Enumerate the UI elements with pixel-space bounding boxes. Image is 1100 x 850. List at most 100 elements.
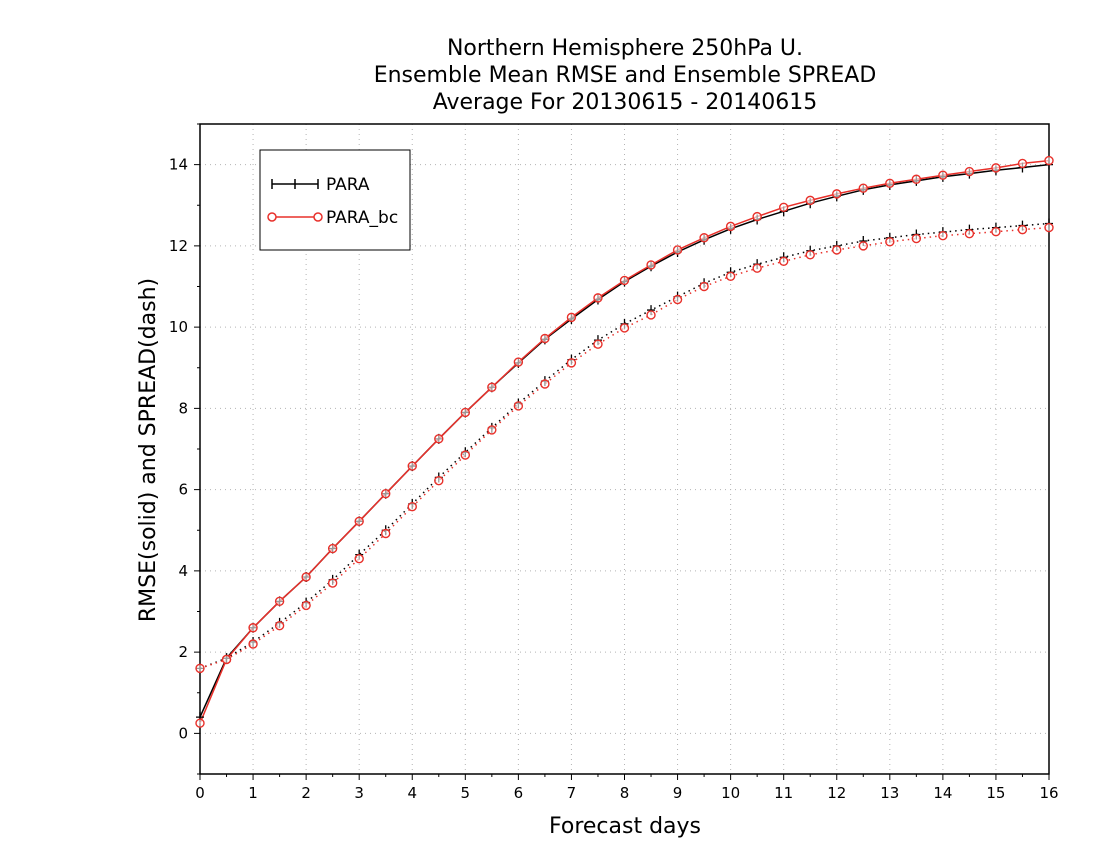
data-point-para-bc-spread bbox=[752, 263, 762, 273]
series-line-para-bc-spread bbox=[199, 226, 1050, 670]
data-point-para-bc-rmse bbox=[566, 312, 577, 323]
data-point-para-bc-spread bbox=[938, 231, 948, 241]
x-tick-label: 2 bbox=[301, 784, 311, 802]
data-point-para-bc-spread bbox=[407, 501, 417, 512]
data-point-para-bc-spread bbox=[725, 271, 736, 282]
data-point-para-bc-rmse bbox=[964, 166, 975, 177]
data-point-para-bc-rmse bbox=[301, 572, 311, 582]
x-tick-label: 3 bbox=[354, 784, 364, 802]
data-point-para-bc-rmse bbox=[911, 174, 922, 184]
y-tick-label: 10 bbox=[169, 318, 188, 336]
data-point-para-bc-spread bbox=[991, 226, 1001, 237]
data-point-para-bc-spread bbox=[672, 294, 683, 305]
data-point-para-bc-spread bbox=[566, 358, 577, 368]
data-point-para-bc-rmse bbox=[1017, 158, 1028, 169]
data-point-para-bc-rmse bbox=[434, 434, 444, 444]
x-tick-label: 13 bbox=[880, 784, 899, 802]
y-tick-label: 8 bbox=[178, 399, 188, 417]
data-point-para-bc-spread bbox=[327, 578, 338, 588]
data-point-para-bc-spread bbox=[911, 233, 922, 244]
chart-title-line-1: Northern Hemisphere 250hPa U. bbox=[446, 36, 804, 61]
data-point-para-bc-rmse bbox=[832, 189, 842, 199]
series-line-para-spread bbox=[199, 222, 1050, 670]
data-point-para-bc-spread bbox=[699, 281, 709, 292]
y-tick-label: 0 bbox=[178, 724, 188, 742]
x-tick-label: 15 bbox=[986, 784, 1005, 802]
data-point-para-bc-spread bbox=[832, 245, 842, 255]
data-point-para-bc-rmse bbox=[248, 623, 258, 633]
data-point-para-bc-spread bbox=[301, 600, 311, 611]
legend-box bbox=[259, 149, 411, 251]
data-point-para-bc-rmse bbox=[699, 233, 709, 243]
data-point-para-bc-spread bbox=[195, 663, 205, 674]
data-point-para-bc-spread bbox=[487, 425, 497, 435]
legend-label-para: PARA bbox=[326, 175, 370, 195]
data-point-para-bc-rmse bbox=[672, 245, 683, 255]
data-point-para-bc-spread bbox=[354, 553, 364, 564]
data-point-para-bc-rmse bbox=[354, 516, 364, 527]
x-tick-label: 1 bbox=[248, 784, 258, 802]
legend-label-para-bc: PARA_bc bbox=[326, 208, 398, 228]
data-point-para-bc-rmse bbox=[778, 202, 789, 212]
data-point-para-bc-spread bbox=[513, 401, 524, 411]
legend-entry-para: PARA bbox=[271, 175, 370, 195]
data-point-para-bc-spread bbox=[593, 339, 603, 349]
x-tick-label: 12 bbox=[827, 784, 846, 802]
data-point-para-bc-rmse bbox=[752, 211, 762, 222]
legend: PARA PARA_bc bbox=[259, 149, 411, 251]
data-point-para-bc-rmse bbox=[487, 382, 497, 392]
data-point-para-bc-rmse bbox=[885, 178, 895, 189]
data-point-para-bc-rmse bbox=[540, 333, 550, 344]
y-tick-label: 2 bbox=[178, 643, 188, 661]
data-point-para-bc-spread bbox=[964, 228, 975, 239]
x-tick-label: 6 bbox=[514, 784, 524, 802]
legend-circle-marker-icon bbox=[267, 212, 277, 222]
y-tick-label: 4 bbox=[178, 562, 188, 580]
x-tick-label: 11 bbox=[774, 784, 793, 802]
data-point-para-bc-spread bbox=[381, 528, 391, 539]
legend-circle-marker-icon bbox=[313, 212, 323, 222]
data-point-para-bc-rmse bbox=[327, 543, 338, 554]
data-point-para-bc-spread bbox=[885, 237, 895, 247]
data-point-para-bc-spread bbox=[434, 475, 444, 486]
data-point-para-bc-rmse bbox=[991, 163, 1001, 173]
data-point-para-bc-spread bbox=[460, 450, 471, 460]
y-tick-label: 6 bbox=[178, 481, 188, 499]
data-point-para-bc-spread bbox=[274, 621, 285, 631]
data-point-para-bc-spread bbox=[1017, 224, 1028, 235]
y-tick-label: 14 bbox=[169, 156, 188, 174]
data-point-para-bc-spread bbox=[1044, 222, 1054, 233]
data-point-para-bc-rmse bbox=[858, 183, 868, 193]
data-point-para-bc-rmse bbox=[646, 260, 656, 270]
y-tick-label: 12 bbox=[169, 237, 188, 255]
x-tick-label: 16 bbox=[1039, 784, 1058, 802]
x-tick-label: 5 bbox=[461, 784, 471, 802]
data-point-para-bc-rmse bbox=[513, 357, 524, 367]
x-tick-label: 9 bbox=[673, 784, 683, 802]
data-point-para-bc-rmse bbox=[593, 293, 603, 303]
x-tick-label: 8 bbox=[620, 784, 630, 802]
data-point-para-bc-rmse bbox=[938, 170, 948, 180]
x-tick-label: 4 bbox=[407, 784, 417, 802]
data-point-para-bc-rmse bbox=[805, 195, 815, 206]
chart-title-line-3: Average For 20130615 - 20140615 bbox=[432, 90, 818, 115]
y-axis-label: RMSE(solid) and SPREAD(dash) bbox=[136, 278, 161, 622]
data-point-para-bc-rmse bbox=[274, 596, 285, 607]
x-axis-label: Forecast days bbox=[549, 814, 701, 839]
data-point-para-bc-spread bbox=[778, 256, 789, 267]
data-point-para-bc-spread bbox=[619, 323, 630, 333]
data-point-para-bc-spread bbox=[805, 250, 815, 260]
legend-plus-marker-icon bbox=[271, 179, 319, 189]
data-point-para-bc-rmse bbox=[725, 221, 736, 232]
data-point-para-bc-spread bbox=[646, 310, 656, 320]
data-point-para-bc-rmse bbox=[460, 407, 471, 418]
data-point-para-bc-spread bbox=[248, 639, 258, 649]
data-point-para-bc-rmse bbox=[619, 275, 630, 286]
x-tick-label: 14 bbox=[933, 784, 952, 802]
series-markers bbox=[195, 155, 1054, 728]
data-point-para-bc-rmse bbox=[407, 461, 417, 471]
data-point-para-bc-rmse bbox=[221, 654, 232, 665]
x-tick-label: 10 bbox=[721, 784, 740, 802]
